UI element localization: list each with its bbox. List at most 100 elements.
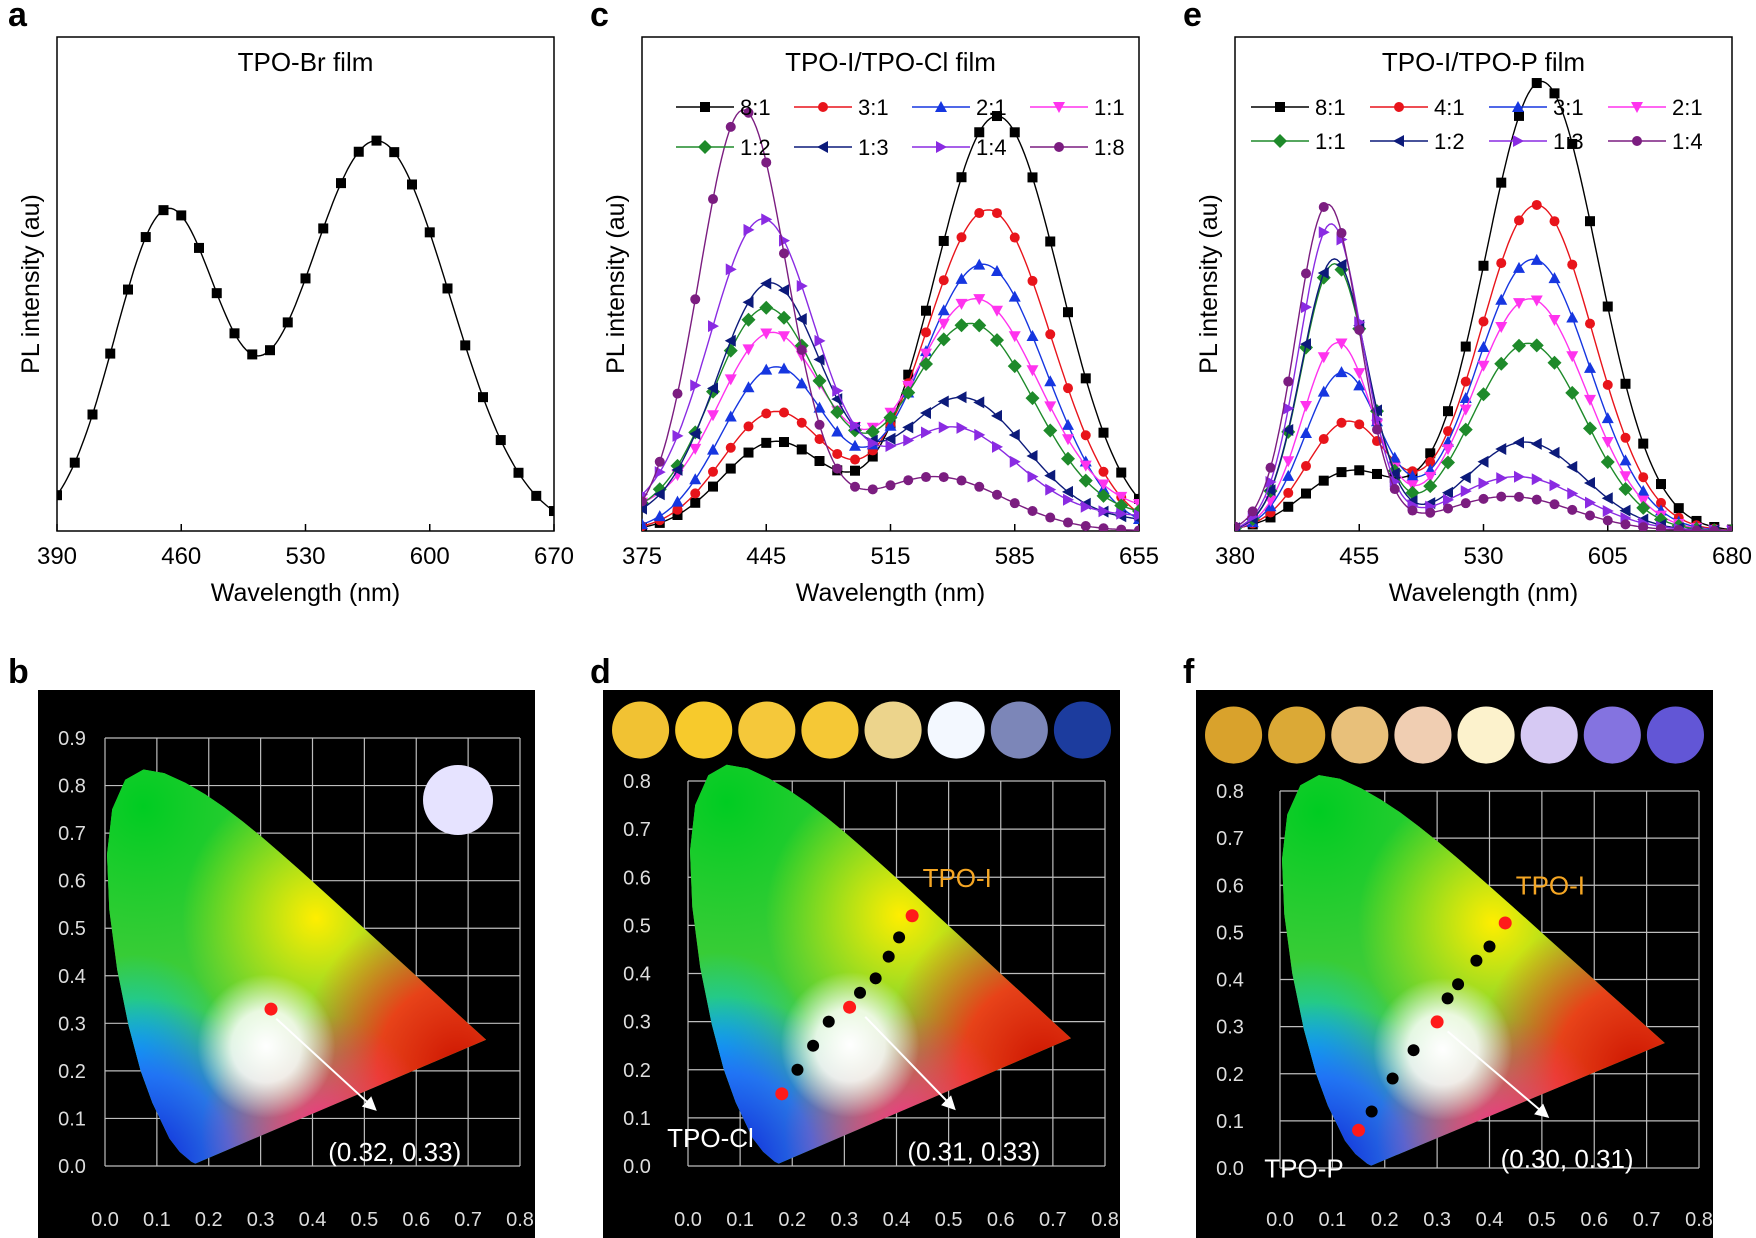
data-point xyxy=(1008,331,1021,343)
data-point xyxy=(742,344,755,356)
y-tick-label: 0.5 xyxy=(58,918,86,940)
x-tick-label: 0.1 xyxy=(726,1209,754,1231)
data-point xyxy=(1636,500,1651,515)
data-point xyxy=(176,210,187,221)
legend-label: 4:1 xyxy=(1434,95,1465,120)
data-point xyxy=(1673,524,1684,531)
data-point xyxy=(1567,487,1579,500)
data-point xyxy=(1514,491,1524,502)
panel-label-c: c xyxy=(590,0,609,34)
cie-point-red xyxy=(843,1000,857,1014)
data-point xyxy=(1566,460,1578,473)
data-point xyxy=(1566,351,1579,363)
y-tick-label: 0.7 xyxy=(58,823,86,845)
data-point xyxy=(1043,423,1058,438)
data-point xyxy=(796,417,807,428)
cie-point-red xyxy=(264,1002,278,1016)
x-tick-label: 455 xyxy=(1339,543,1379,570)
data-point xyxy=(742,381,755,393)
data-point xyxy=(1441,455,1455,470)
series-group xyxy=(1235,78,1732,531)
data-point xyxy=(1514,470,1525,483)
data-point xyxy=(902,421,914,434)
cie-panel-d: 0.0 0.1 0.2 0.3 0.4 0.5 0.6 0.7 0.8 0.0 0.1 0.2 0.3 0… xyxy=(603,690,1120,1238)
data-point xyxy=(1045,512,1056,523)
data-point xyxy=(1601,492,1613,505)
data-point xyxy=(1496,177,1507,188)
y-tick-label: 0.4 xyxy=(58,966,86,988)
data-point xyxy=(1549,88,1560,99)
y-tick-label: 0.6 xyxy=(1216,875,1244,897)
y-tick-label: 0.0 xyxy=(623,1156,651,1178)
data-point xyxy=(1459,471,1471,484)
cie-point-red xyxy=(1352,1123,1366,1137)
data-point xyxy=(1353,368,1366,380)
data-point xyxy=(1116,524,1127,531)
data-point xyxy=(371,135,382,146)
legend-label: 1:3 xyxy=(1553,129,1584,154)
data-point xyxy=(1063,493,1074,506)
data-point xyxy=(707,382,718,395)
data-point xyxy=(1008,428,1020,441)
data-point xyxy=(1548,446,1560,459)
data-point xyxy=(57,490,62,501)
data-point xyxy=(1372,424,1382,435)
data-point xyxy=(741,312,756,327)
data-point xyxy=(1388,467,1400,480)
data-point xyxy=(1567,259,1578,270)
cie-point-black xyxy=(791,1063,804,1076)
data-point xyxy=(725,463,736,474)
cie-point-red xyxy=(905,909,919,923)
data-point xyxy=(921,327,931,338)
data-point xyxy=(549,506,554,517)
data-point xyxy=(1282,469,1295,481)
data-point xyxy=(831,425,844,437)
data-point xyxy=(1638,472,1649,483)
x-axis-label: Wavelength (nm) xyxy=(211,579,400,607)
y-tick-label: 0.2 xyxy=(58,1061,86,1083)
data-point xyxy=(424,227,435,238)
data-point xyxy=(974,428,986,441)
data-point xyxy=(707,443,719,455)
data-point xyxy=(1372,468,1382,479)
data-point xyxy=(1027,275,1038,286)
x-tick-label: 375 xyxy=(622,543,662,570)
y-tick-label: 0.7 xyxy=(1216,828,1244,850)
data-point xyxy=(1477,341,1490,353)
x-tick-label: 0.3 xyxy=(1423,1209,1451,1231)
x-tick-label: 0.4 xyxy=(1476,1209,1504,1231)
data-point xyxy=(778,284,789,297)
data-point xyxy=(724,334,736,347)
data-point xyxy=(1602,301,1613,312)
x-tick-label: 0.1 xyxy=(1318,1209,1346,1231)
data-point xyxy=(1656,497,1666,508)
x-tick-label: 0.7 xyxy=(454,1209,482,1231)
data-point xyxy=(725,121,736,132)
y-tick-label: 0.8 xyxy=(58,776,86,798)
film-swatch xyxy=(1331,706,1389,764)
data-point xyxy=(1619,471,1632,483)
data-point xyxy=(777,310,791,325)
cie-point-red xyxy=(1430,1015,1444,1029)
data-point xyxy=(992,489,1002,500)
legend-marker xyxy=(936,141,947,153)
data-point xyxy=(247,349,258,360)
x-tick-label: 530 xyxy=(1463,543,1503,570)
data-point xyxy=(955,298,968,310)
data-point xyxy=(105,348,116,359)
data-point xyxy=(1026,449,1038,462)
data-point xyxy=(761,157,772,168)
x-axis-label: Wavelength (nm) xyxy=(1389,579,1578,607)
data-point xyxy=(1027,470,1039,483)
data-point xyxy=(938,235,949,246)
data-point xyxy=(1458,422,1473,437)
data-point xyxy=(1300,400,1312,412)
data-point xyxy=(1531,494,1542,505)
x-tick-label: 0.8 xyxy=(506,1209,534,1231)
data-point xyxy=(936,332,951,347)
data-point xyxy=(1477,360,1490,372)
data-point xyxy=(1062,434,1074,446)
data-point xyxy=(336,178,346,189)
x-tick-label: 0.6 xyxy=(987,1209,1015,1231)
data-point xyxy=(642,491,648,498)
